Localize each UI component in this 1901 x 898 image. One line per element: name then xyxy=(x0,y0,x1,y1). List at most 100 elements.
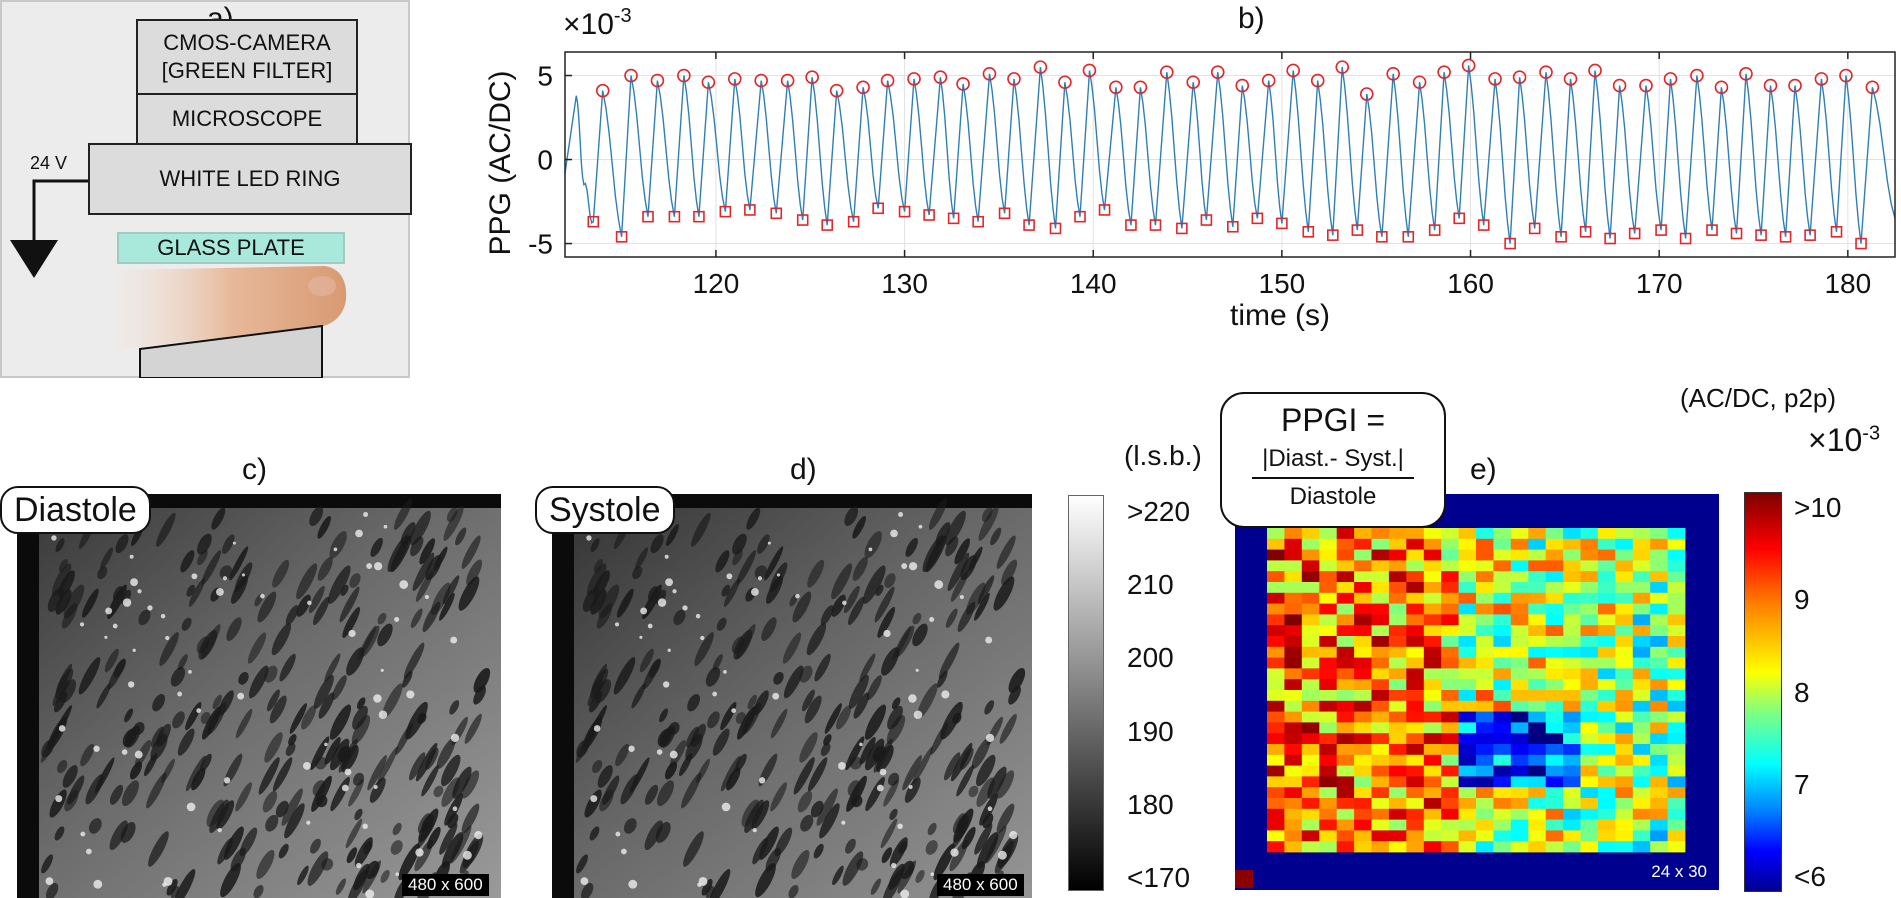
heatmap-cell xyxy=(1650,841,1668,853)
capillary-mark xyxy=(842,851,864,886)
trough-marker xyxy=(972,215,984,228)
capillary-mark xyxy=(54,826,65,841)
bright-speck xyxy=(997,850,1007,860)
peak-marker xyxy=(1033,60,1048,74)
heatmap-cell xyxy=(1388,657,1407,669)
heatmap-cell xyxy=(1580,733,1599,745)
heatmap-cell xyxy=(1563,528,1581,540)
capillary-mark xyxy=(847,780,861,797)
bright-speck xyxy=(639,635,643,639)
heatmap-cell xyxy=(1510,668,1529,680)
peak-marker xyxy=(1058,75,1072,90)
heatmap-cell xyxy=(1354,571,1372,583)
heatmap-cell xyxy=(1301,549,1320,561)
capillary-mark xyxy=(346,847,358,864)
heatmap-cell xyxy=(1667,798,1686,810)
capillary-mark xyxy=(408,752,426,781)
peak-marker xyxy=(829,83,844,98)
capillary-mark xyxy=(296,563,318,600)
heatmap-cell xyxy=(1510,560,1529,572)
capillary-mark xyxy=(446,507,458,522)
heatmap-cell xyxy=(1336,549,1355,561)
heatmap-cell xyxy=(1284,733,1303,745)
heatmap-cell xyxy=(1528,711,1547,723)
peak-marker xyxy=(1186,75,1201,90)
heatmap-cell xyxy=(1354,614,1372,626)
bright-speck xyxy=(900,889,910,898)
heatmap-cell xyxy=(1319,808,1338,820)
peak-marker xyxy=(727,72,742,86)
heatmap-cell xyxy=(1650,636,1668,648)
trough-marker xyxy=(1655,224,1667,236)
heatmap-cell xyxy=(1423,625,1442,637)
x-tick-label: 170 xyxy=(1636,268,1683,299)
heatmap-cell xyxy=(1319,765,1338,777)
capillary-mark xyxy=(229,546,249,581)
trough-marker xyxy=(923,209,935,221)
trough-marker xyxy=(1555,231,1567,243)
capillary-mark xyxy=(770,708,788,739)
capillary-mark xyxy=(655,821,671,843)
capillary-mark xyxy=(712,728,730,756)
heatmap-cell xyxy=(1388,614,1407,626)
bright-speck xyxy=(474,831,483,840)
heatmap-cell xyxy=(1493,636,1512,648)
bright-speck xyxy=(664,554,669,559)
heatmap-cell xyxy=(1301,614,1320,626)
capillary-mark xyxy=(317,515,331,539)
heatmap-cell xyxy=(1301,690,1320,702)
heatmap-cell xyxy=(1476,668,1494,680)
capillary-mark xyxy=(324,736,341,765)
heatmap-cell xyxy=(1388,625,1407,637)
heatmap-cell xyxy=(1597,679,1616,691)
heatmap-cell xyxy=(1388,711,1407,723)
bright-speck xyxy=(324,742,328,747)
capillary-mark xyxy=(337,745,351,762)
capillary-mark xyxy=(996,770,1015,799)
capillary-mark xyxy=(905,537,918,557)
heatmap-cell xyxy=(1301,711,1320,723)
bright-speck xyxy=(191,573,198,580)
bright-speck xyxy=(241,573,246,577)
capillary-mark xyxy=(943,752,961,781)
heatmap-cell xyxy=(1667,819,1686,831)
heatmap-cell xyxy=(1580,582,1599,594)
heatmap-cell xyxy=(1406,711,1425,723)
heatmap-cell xyxy=(1284,538,1303,550)
heatmap-cell xyxy=(1354,560,1372,572)
heatmap-cell xyxy=(1563,841,1581,853)
heatmap-cell xyxy=(1336,668,1355,680)
heatmap-cell xyxy=(1580,668,1599,680)
bright-speck xyxy=(380,668,384,672)
heatmap-cell xyxy=(1667,700,1686,712)
capillary-mark xyxy=(666,524,679,547)
gray-colorbar xyxy=(1068,495,1104,891)
bright-speck xyxy=(918,524,923,529)
capillary-mark xyxy=(987,766,1007,799)
heatmap-cell xyxy=(1650,733,1668,745)
capillary-mark xyxy=(377,623,393,647)
heatmap-cell xyxy=(1371,841,1390,853)
heatmap-cell xyxy=(1493,754,1512,766)
capillary-mark xyxy=(354,808,363,821)
heatmap-cell xyxy=(1284,744,1303,756)
heatmap-cell xyxy=(1354,625,1372,637)
systole-image xyxy=(552,494,1032,898)
capillary-mark xyxy=(170,666,186,687)
capillary-mark xyxy=(886,715,906,745)
heatmap-cell xyxy=(1615,765,1634,777)
heatmap-cell xyxy=(1319,819,1338,831)
capillary-mark xyxy=(297,865,309,886)
ppgi-formula-box: PPGI = |Diast.- Syst.| Diastole xyxy=(1220,392,1446,528)
capillary-mark xyxy=(859,736,876,765)
heatmap-cell xyxy=(1371,603,1390,615)
heatmap-cell xyxy=(1632,657,1651,669)
capillary-mark xyxy=(956,764,975,797)
heatmap-cell xyxy=(1406,592,1425,604)
capillary-mark xyxy=(473,685,486,705)
capillary-mark xyxy=(328,565,351,604)
trough-marker xyxy=(1327,229,1339,241)
heatmap-cell xyxy=(1476,711,1494,723)
capillary-mark xyxy=(791,849,810,880)
heatmap-cell xyxy=(1441,538,1459,550)
